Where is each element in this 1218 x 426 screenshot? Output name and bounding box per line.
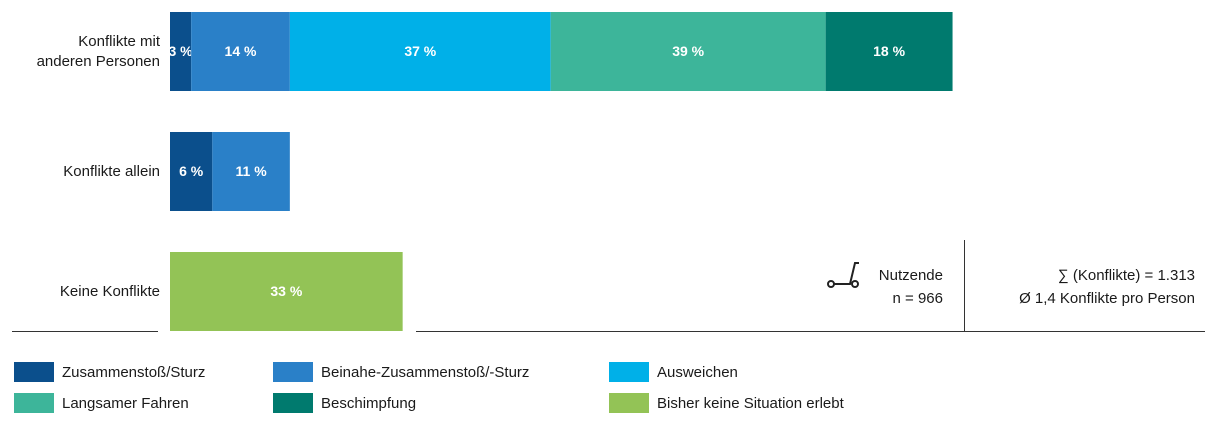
bar-segment: [289, 12, 551, 91]
bar-segment: [825, 12, 953, 91]
legend-swatch: [273, 362, 313, 382]
data-label: 37 %: [404, 43, 436, 59]
legend-swatch: [273, 393, 313, 413]
data-label: 3 %: [169, 43, 194, 59]
category-label: Konflikte allein: [63, 162, 160, 180]
legend-label: Ausweichen: [657, 364, 738, 381]
bar-segment: [170, 132, 213, 211]
bar-segment: [550, 12, 826, 91]
data-label: 18 %: [873, 43, 905, 59]
data-label: 33 %: [270, 283, 302, 299]
category-label: Konflikte mit anderen Personen: [36, 32, 160, 70]
annotation: Nutzende: [879, 267, 943, 284]
category-label: Keine Konflikte: [59, 282, 160, 300]
legend-label: Beschimpfung: [321, 395, 416, 412]
data-label: 39 %: [672, 43, 704, 59]
legend-swatch: [14, 362, 54, 382]
legend-label: Beinahe-Zusammenstoß/-Sturz: [321, 364, 529, 381]
legend-swatch: [609, 393, 649, 413]
bar-segment: [170, 252, 403, 331]
scooter-icon: [827, 262, 859, 288]
annotation: n = 966: [893, 290, 943, 307]
bar-segment: [212, 132, 290, 211]
data-label: 14 %: [225, 43, 257, 59]
legend-swatch: [14, 393, 54, 413]
legend-label: Langsamer Fahren: [62, 395, 189, 412]
legend-swatch: [609, 362, 649, 382]
bar-segment: [191, 12, 290, 91]
annotation: Ø 1,4 Konflikte pro Person: [1019, 290, 1195, 307]
data-label: 11 %: [236, 163, 268, 179]
annotation: ∑ (Konflikte) = 1.313: [1058, 267, 1195, 284]
legend-label: Bisher keine Situation erlebt: [657, 395, 845, 412]
legend-label: Zusammenstoß/Sturz: [62, 364, 205, 381]
data-label: 6 %: [179, 163, 204, 179]
bar-segment: [170, 12, 192, 91]
